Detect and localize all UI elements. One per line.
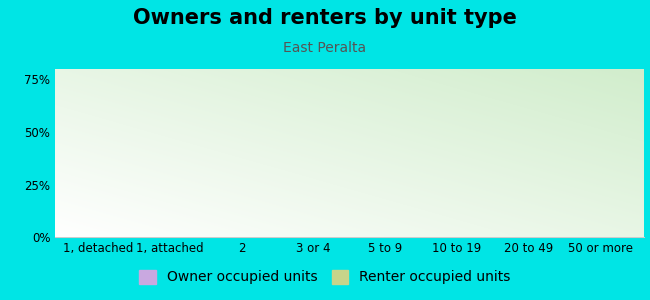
Bar xyxy=(242,226,267,237)
Text: Owners and renters by unit type: Owners and renters by unit type xyxy=(133,8,517,28)
Bar xyxy=(170,212,195,237)
Bar xyxy=(457,226,482,237)
Bar xyxy=(73,140,98,237)
Bar xyxy=(528,218,554,237)
Bar xyxy=(432,206,457,237)
Bar xyxy=(289,180,313,237)
Bar xyxy=(145,229,170,237)
Text: Ⓣ City-Data.com: Ⓣ City-Data.com xyxy=(542,77,626,87)
Bar xyxy=(601,117,625,237)
Bar xyxy=(385,220,410,237)
Bar xyxy=(98,216,124,237)
Text: East Peralta: East Peralta xyxy=(283,40,367,55)
Bar xyxy=(504,233,528,237)
Legend: Owner occupied units, Renter occupied units: Owner occupied units, Renter occupied un… xyxy=(134,264,516,290)
Bar xyxy=(313,214,339,237)
Bar xyxy=(216,218,242,237)
